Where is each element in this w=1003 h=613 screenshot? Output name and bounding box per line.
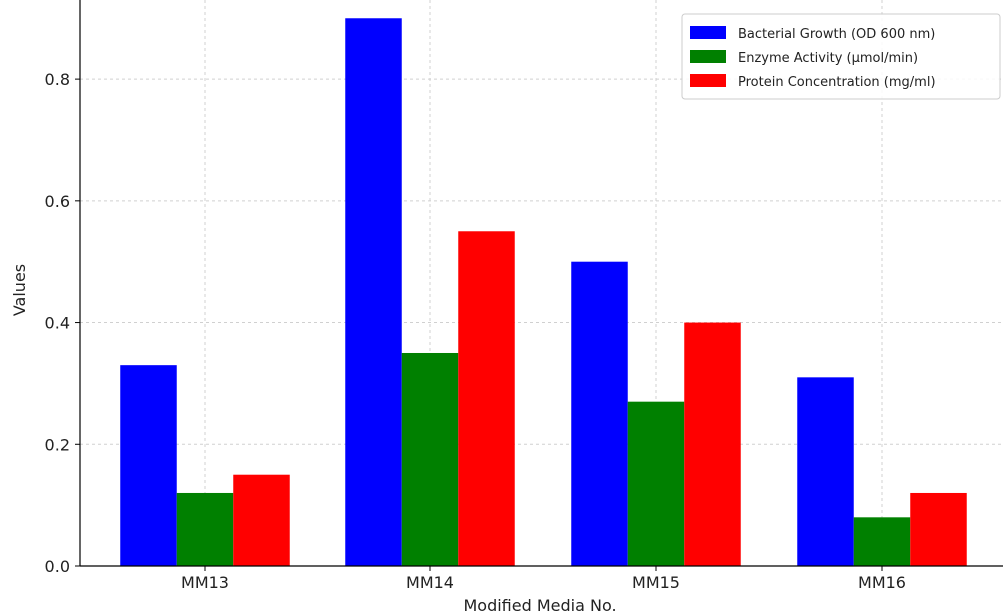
bar-mm16-series-1 [853,517,911,566]
bar-mm13-series-1 [176,492,234,566]
bar-mm14-series-0 [345,18,402,567]
legend: Bacterial Growth (OD 600 nm) Enzyme Activ… [681,13,1001,100]
legend-swatch [690,74,726,87]
bars-layer [120,18,967,567]
bar-mm13-series-2 [233,474,290,566]
y-tick-label: 0.0 [45,557,70,576]
bar-mm14-series-1 [401,352,459,566]
y-tick-label: 0.4 [45,314,70,333]
bar-mm14-series-2 [458,231,515,567]
bar-mm15-series-0 [571,261,628,566]
legend-swatch [690,26,726,39]
bar-mm15-series-2 [684,322,741,566]
legend-label: Bacterial Growth (OD 600 nm) [738,27,935,42]
legend-label: Protein Concentration (mg/ml) [738,75,936,90]
y-tick-label: 0.2 [45,435,70,454]
x-tick-label: MM15 [632,573,680,592]
x-tick-label: MM16 [858,573,906,592]
y-tick-label: 0.8 [45,70,70,89]
bar-mm16-series-0 [797,377,854,566]
bar-mm15-series-1 [627,401,685,566]
y-axis-label: Values [10,264,29,316]
y-tick-label: 0.6 [45,192,70,211]
ticks-layer: 0.0 0.2 0.4 0.6 0.8 MM13 MM14 MM15 MM16 [45,70,906,592]
legend-swatch [690,50,726,63]
bar-mm16-series-2 [910,492,967,566]
legend-label: Enzyme Activity (µmol/min) [738,51,918,66]
axes-layer [79,0,1003,567]
x-tick-label: MM13 [181,573,229,592]
bar-mm13-series-0 [120,365,177,566]
x-axis-label: Modified Media No. [463,596,616,613]
legend-box [681,13,1001,100]
x-tick-label: MM14 [406,573,454,592]
